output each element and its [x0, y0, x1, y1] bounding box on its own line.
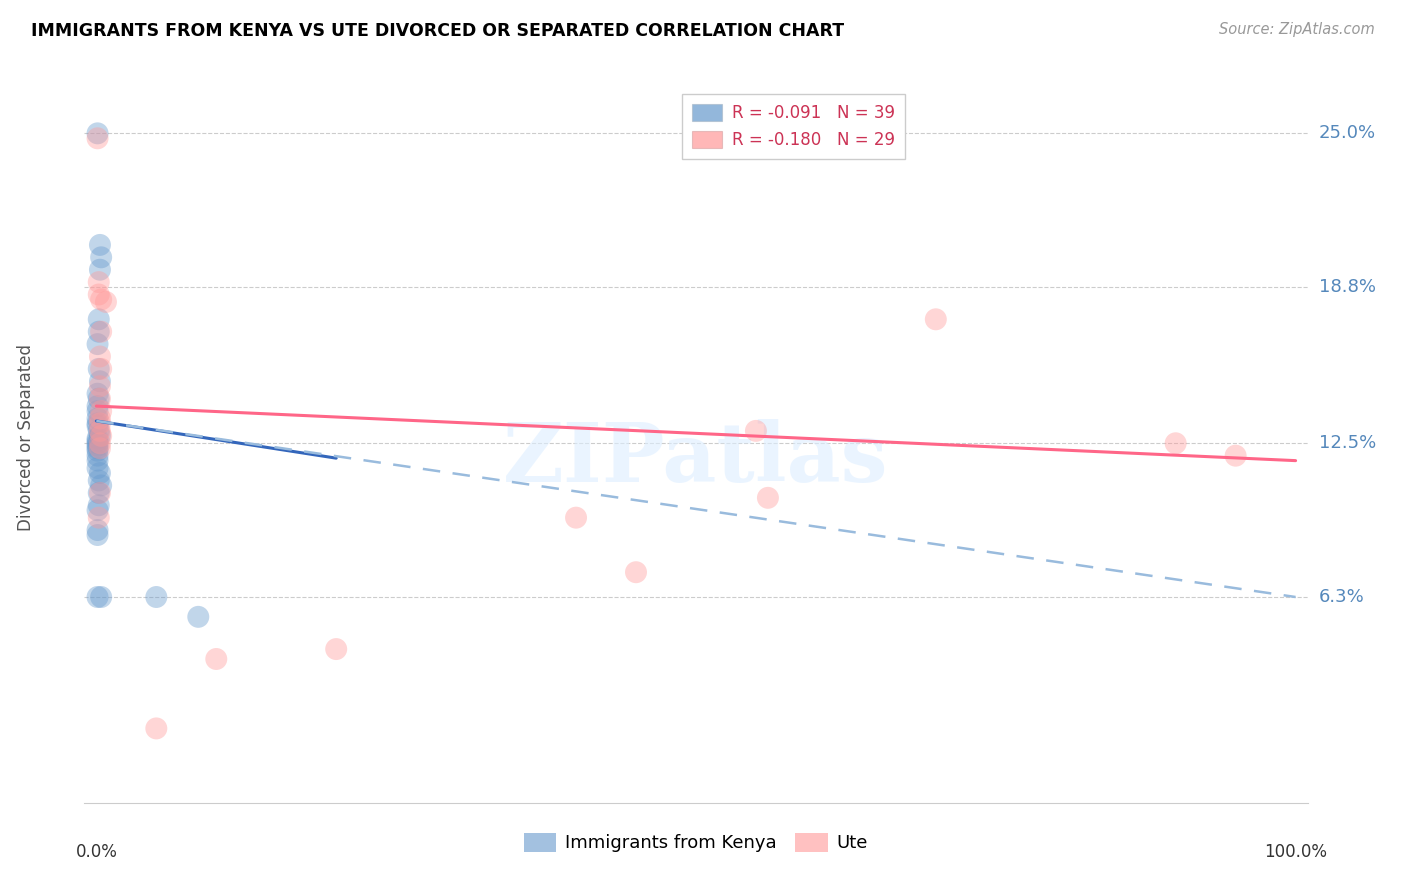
Point — [94, 295, 117, 310]
Point — [205, 652, 228, 666]
Point — [89, 436, 111, 450]
Text: 18.8%: 18.8% — [1319, 278, 1375, 296]
Legend: Immigrants from Kenya, Ute: Immigrants from Kenya, Ute — [516, 826, 876, 860]
Point — [87, 275, 110, 289]
Point — [745, 424, 768, 438]
Point — [86, 443, 108, 458]
Point — [145, 590, 167, 604]
Point — [86, 404, 108, 418]
Text: 100.0%: 100.0% — [1264, 843, 1327, 861]
Point — [90, 478, 112, 492]
Point — [86, 434, 108, 448]
Point — [89, 417, 111, 431]
Point — [89, 392, 111, 406]
Text: IMMIGRANTS FROM KENYA VS UTE DIVORCED OR SEPARATED CORRELATION CHART: IMMIGRANTS FROM KENYA VS UTE DIVORCED OR… — [31, 22, 844, 40]
Point — [89, 238, 111, 252]
Text: 0.0%: 0.0% — [76, 843, 117, 861]
Point — [90, 362, 112, 376]
Point — [90, 293, 112, 307]
Point — [1225, 449, 1247, 463]
Point — [86, 399, 108, 413]
Point — [86, 436, 108, 450]
Point — [86, 590, 108, 604]
Point — [86, 418, 108, 433]
Point — [145, 722, 167, 736]
Point — [87, 312, 110, 326]
Point — [89, 466, 111, 480]
Point — [86, 503, 108, 517]
Point — [1164, 436, 1187, 450]
Point — [89, 374, 111, 388]
Point — [86, 449, 108, 463]
Point — [565, 510, 588, 524]
Text: Divorced or Separated: Divorced or Separated — [17, 343, 35, 531]
Point — [89, 350, 111, 364]
Point — [86, 411, 108, 425]
Point — [90, 590, 112, 604]
Point — [86, 528, 108, 542]
Point — [925, 312, 948, 326]
Point — [87, 392, 110, 406]
Point — [87, 498, 110, 512]
Point — [86, 442, 108, 456]
Point — [89, 424, 111, 438]
Point — [87, 325, 110, 339]
Text: 12.5%: 12.5% — [1319, 434, 1376, 452]
Point — [89, 411, 111, 425]
Text: Source: ZipAtlas.com: Source: ZipAtlas.com — [1219, 22, 1375, 37]
Point — [87, 474, 110, 488]
Point — [87, 287, 110, 301]
Point — [89, 429, 111, 443]
Point — [90, 404, 112, 418]
Point — [86, 386, 108, 401]
Point — [90, 250, 112, 264]
Point — [89, 442, 111, 456]
Point — [87, 510, 110, 524]
Point — [86, 523, 108, 537]
Point — [86, 461, 108, 475]
Point — [87, 486, 110, 500]
Text: 6.3%: 6.3% — [1319, 588, 1364, 606]
Point — [89, 379, 111, 393]
Point — [624, 565, 647, 579]
Point — [90, 325, 112, 339]
Point — [325, 642, 347, 657]
Point — [187, 610, 209, 624]
Point — [86, 417, 108, 431]
Point — [86, 453, 108, 467]
Point — [89, 262, 111, 277]
Point — [86, 131, 108, 145]
Point — [86, 126, 108, 140]
Text: ZIPatlas: ZIPatlas — [503, 419, 889, 499]
Point — [86, 439, 108, 453]
Point — [87, 362, 110, 376]
Text: 25.0%: 25.0% — [1319, 124, 1376, 143]
Point — [90, 429, 112, 443]
Point — [86, 337, 108, 351]
Point — [89, 486, 111, 500]
Point — [86, 431, 108, 445]
Point — [756, 491, 779, 505]
Point — [87, 424, 110, 438]
